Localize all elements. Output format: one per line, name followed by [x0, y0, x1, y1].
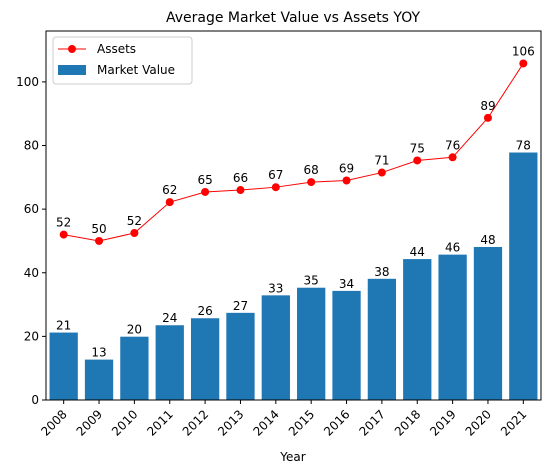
- bar-market-value-2008: [49, 332, 78, 400]
- line-layer: 52 50 52 62 65 66 67 68 69 71 75 76 89 106: [56, 44, 535, 245]
- x-tick-label-2020: 2020: [463, 407, 494, 438]
- x-tick-label-2019: 2019: [427, 407, 458, 438]
- bar-market-value-2014: [261, 295, 290, 400]
- y-tick-label-0: 0: [31, 393, 39, 407]
- x-tick-label-2010: 2010: [109, 407, 140, 438]
- bar-market-value-2010: [120, 336, 149, 400]
- point-assets-2021: [519, 59, 528, 68]
- y-tick-label-60: 60: [24, 202, 39, 216]
- point-value-label-2020: 89: [480, 99, 495, 113]
- bar-market-value-2019: [438, 254, 467, 400]
- y-tick-label-100: 100: [16, 75, 39, 89]
- point-value-label-2013: 66: [233, 171, 248, 185]
- x-tick-label-2014: 2014: [250, 407, 281, 438]
- legend-label-assets: Assets: [97, 42, 136, 56]
- bar-value-label-2014: 33: [268, 281, 283, 295]
- bar-value-label-2013: 27: [233, 299, 248, 313]
- point-assets-2018: [413, 156, 422, 165]
- bar-market-value-2013: [226, 312, 255, 400]
- bar-value-label-2017: 38: [374, 265, 389, 279]
- point-value-label-2015: 68: [304, 163, 319, 177]
- bar-market-value-2018: [403, 259, 432, 400]
- bar-value-label-2008: 21: [56, 319, 71, 333]
- bar-market-value-2017: [367, 278, 397, 400]
- point-value-label-2016: 69: [339, 162, 354, 176]
- point-assets-2008: [59, 230, 68, 239]
- bar-market-value-2012: [190, 318, 220, 400]
- bar-market-value-2021: [509, 152, 538, 400]
- point-assets-2009: [95, 236, 104, 245]
- bar-value-label-2009: 13: [91, 346, 106, 360]
- point-value-label-2009: 50: [91, 222, 106, 236]
- bar-value-label-2019: 46: [445, 241, 460, 255]
- y-tick-label-20: 20: [24, 329, 39, 343]
- line-assets: [63, 63, 524, 242]
- point-assets-2011: [165, 198, 174, 207]
- y-tick-label-40: 40: [24, 266, 39, 280]
- point-assets-2016: [342, 176, 351, 185]
- bar-value-label-2018: 44: [410, 245, 425, 259]
- legend-swatch-assets-marker: [68, 45, 76, 53]
- bar-value-label-2016: 34: [339, 277, 354, 291]
- point-value-label-2019: 76: [445, 138, 460, 152]
- point-value-label-2012: 65: [197, 173, 212, 187]
- x-tick-label-2017: 2017: [357, 407, 388, 438]
- point-value-label-2010: 52: [127, 214, 142, 228]
- x-tick-label-2009: 2009: [74, 407, 105, 438]
- point-value-label-2008: 52: [56, 216, 71, 230]
- x-tick-label-2011: 2011: [144, 407, 175, 438]
- legend: Assets Market Value: [52, 36, 193, 85]
- bar-value-label-2021: 78: [516, 139, 531, 153]
- point-assets-2010: [130, 228, 139, 237]
- bar-market-value-2016: [332, 290, 361, 400]
- bar-market-value-2020: [473, 246, 503, 400]
- point-value-label-2011: 62: [162, 183, 177, 197]
- point-assets-2015: [307, 178, 316, 187]
- bar-market-value-2015: [297, 287, 326, 400]
- bar-value-label-2020: 48: [480, 233, 495, 247]
- point-value-label-2018: 75: [410, 141, 425, 155]
- bar-value-label-2010: 20: [127, 323, 142, 337]
- x-tick-label-2018: 2018: [392, 407, 423, 438]
- bar-value-label-2012: 26: [197, 304, 212, 318]
- point-assets-2014: [271, 183, 280, 192]
- bar-value-label-2015: 35: [304, 274, 319, 288]
- x-tick-label-2015: 2015: [286, 407, 317, 438]
- x-axis-label: Year: [279, 450, 305, 464]
- point-value-label-2021: 106: [512, 44, 535, 58]
- point-assets-2012: [201, 187, 210, 196]
- bar-market-value-2009: [84, 359, 114, 400]
- bar-market-value-2011: [155, 325, 184, 400]
- x-tick-label-2016: 2016: [321, 407, 352, 438]
- bar-value-label-2011: 24: [162, 311, 177, 325]
- point-assets-2019: [448, 153, 457, 162]
- bars-layer: 21 13 20 24 26 27 33 35 34 38 44 46 48 78: [49, 139, 538, 400]
- legend-label-market-value: Market Value: [97, 63, 175, 77]
- point-assets-2013: [236, 186, 245, 195]
- chart-title: Average Market Value vs Assets YOY: [166, 10, 420, 26]
- legend-box: [52, 36, 193, 85]
- plot-frame: [45, 30, 542, 401]
- point-value-label-2017: 71: [374, 154, 389, 168]
- y-tick-label-80: 80: [24, 139, 39, 153]
- legend-swatch-market-value: [58, 65, 86, 75]
- x-tick-label-2012: 2012: [180, 407, 211, 438]
- point-assets-2020: [483, 113, 492, 122]
- x-tick-label-2008: 2008: [38, 407, 69, 438]
- point-value-label-2014: 67: [268, 168, 283, 182]
- x-tick-label-2013: 2013: [215, 407, 246, 438]
- point-assets-2017: [377, 168, 386, 177]
- x-tick-label-2021: 2021: [498, 407, 529, 438]
